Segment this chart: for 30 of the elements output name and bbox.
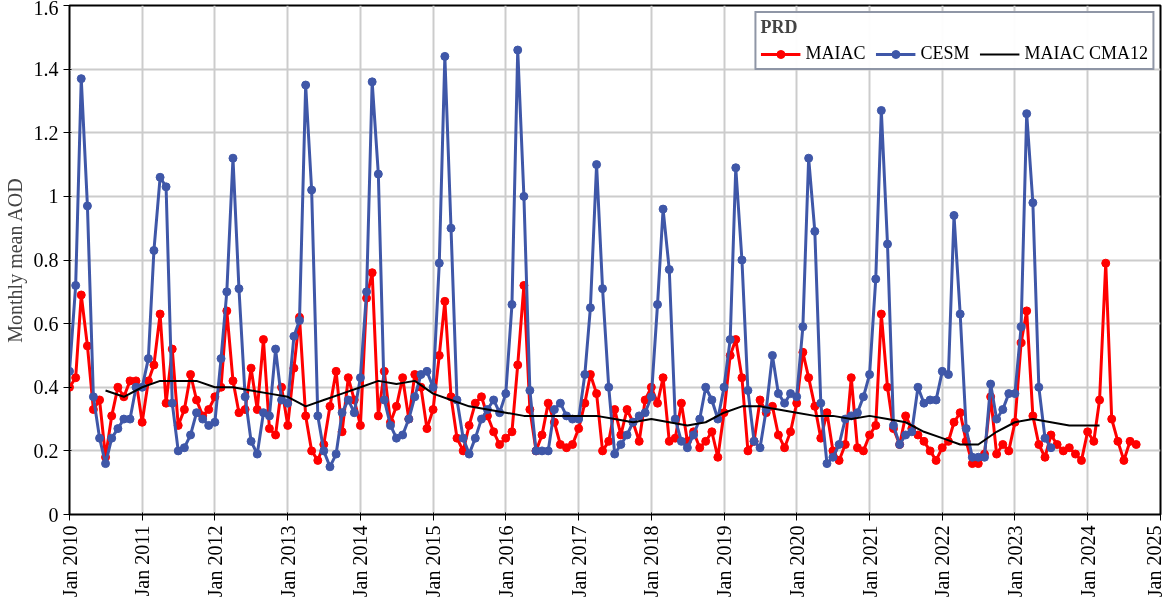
- legend-label: MAIAC: [805, 43, 866, 64]
- x-tick-label: Jan 2012: [203, 525, 226, 598]
- x-tick-label: Jan 2020: [785, 525, 808, 598]
- x-tick-label: Jan 2024: [1076, 525, 1099, 598]
- x-tick-label: Jan 2022: [931, 525, 954, 598]
- y-tick-label: 1.6: [33, 0, 59, 19]
- x-tick-label: Jan 2023: [1003, 525, 1026, 598]
- x-tick-label: Jan 2017: [567, 525, 590, 598]
- legend-title: PRD: [760, 17, 799, 38]
- x-tick-label: Jan 2013: [276, 525, 299, 598]
- x-tick-label: Jan 2014: [349, 525, 372, 598]
- legend-label: CESM: [920, 43, 970, 64]
- y-tick-label: 1.4: [33, 58, 59, 81]
- y-axis-title: Monthly mean AOD: [3, 178, 27, 343]
- y-tick-label: 0.8: [33, 249, 59, 271]
- x-tick-label: Jan 2011: [131, 525, 154, 597]
- y-tick-label: 0: [48, 503, 59, 526]
- y-tick-label: 1.2: [33, 121, 59, 144]
- y-tick-label: 0.6: [33, 312, 59, 335]
- x-tick-label: Jan 2025: [1143, 525, 1166, 598]
- x-tick-label: Jan 2016: [494, 525, 517, 598]
- y-tick-label: 0.4: [33, 376, 59, 399]
- x-tick-label: Jan 2019: [713, 525, 736, 598]
- x-tick-label: Jan 2010: [58, 525, 81, 598]
- x-tick-label: Jan 2015: [422, 525, 445, 598]
- x-tick-label: Jan 2018: [640, 525, 663, 598]
- legend-label: MAIAC CMA12: [1024, 43, 1148, 64]
- x-tick-label: Jan 2021: [858, 525, 881, 598]
- y-tick-label: 0.2: [33, 439, 59, 462]
- y-tick-label: 1: [48, 185, 59, 208]
